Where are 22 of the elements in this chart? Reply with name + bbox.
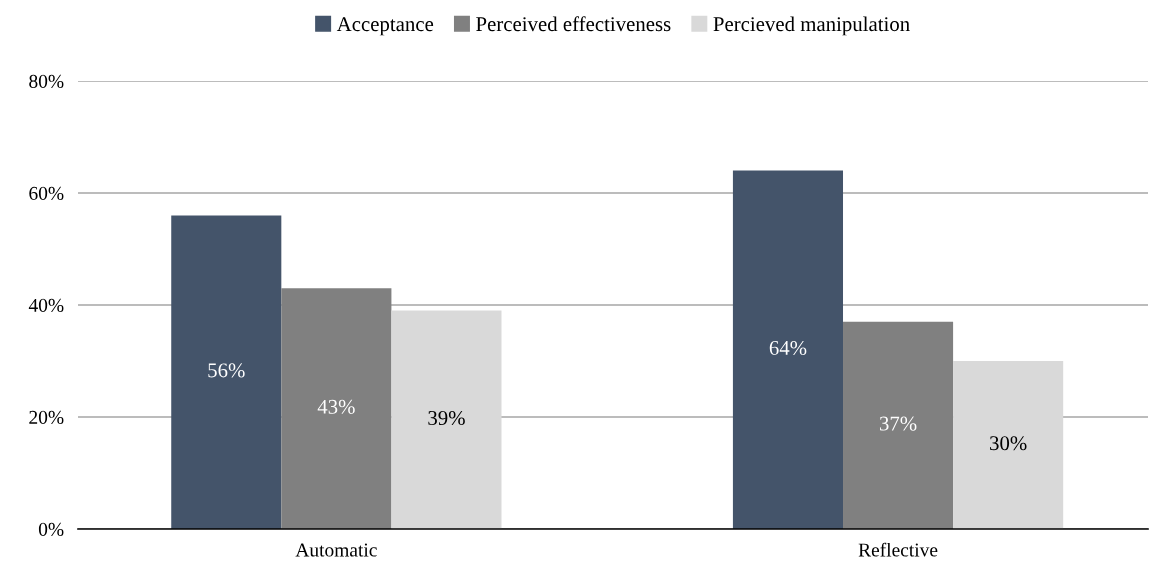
legend-label: Acceptance	[336, 17, 434, 36]
data-label: 56%	[208, 363, 245, 378]
data-label: 39%	[428, 410, 465, 426]
legend-label: Percieved manipulation	[713, 16, 910, 36]
y-tick-label: 60%	[29, 186, 64, 200]
bar	[732, 170, 844, 529]
data-label: 37%	[879, 416, 917, 431]
data-label: 43%	[317, 399, 355, 414]
x-tick-label: Reflective	[858, 542, 938, 557]
bar	[281, 288, 392, 529]
y-tick-label: 20%	[29, 410, 64, 424]
bar	[171, 215, 282, 529]
x-tick-label: Automatic	[295, 543, 377, 557]
bar	[953, 361, 1064, 529]
y-tick-label: 80%	[29, 74, 64, 88]
y-tick-label: 40%	[28, 298, 64, 312]
data-label: 30%	[990, 436, 1027, 451]
bar	[843, 321, 954, 529]
legend-label: Perceived effectiveness	[476, 16, 671, 32]
data-label: 64%	[769, 340, 807, 356]
y-tick-label: 0%	[38, 522, 64, 536]
bar	[391, 310, 502, 529]
